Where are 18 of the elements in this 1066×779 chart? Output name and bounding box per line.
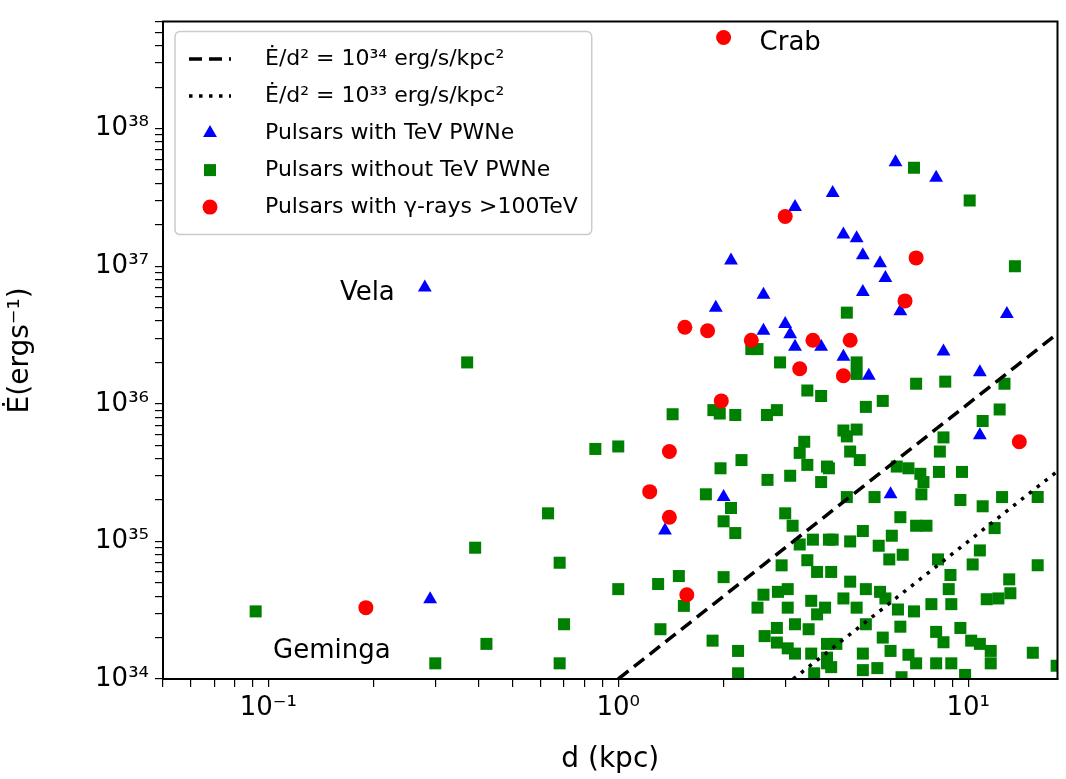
annotation: Crab	[759, 26, 821, 57]
legend-label: Ė/d² = 10³⁴ erg/s/kpc²	[265, 44, 505, 70]
legend-label: Pulsars without TeV PWNe	[265, 155, 551, 181]
x-tick-label: 10⁰	[596, 691, 641, 722]
annotation: Vela	[339, 276, 395, 307]
y-tick-label: 10³⁴	[95, 661, 149, 692]
x-axis-title: d (kpc)	[561, 741, 660, 775]
x-tick-label: 10⁻¹	[239, 691, 297, 722]
annotation: Geminga	[273, 634, 391, 665]
y-axis-title: Ė(ergs⁻¹)	[2, 287, 36, 414]
y-tick-label: 10³⁸	[95, 111, 149, 142]
y-tick-label: 10³⁶	[95, 386, 149, 417]
legend-label: Pulsars with TeV PWNe	[265, 118, 515, 144]
y-tick-label: 10³⁵	[95, 524, 149, 555]
y-tick-label: 10³⁷	[95, 249, 149, 279]
x-tick-label: 10¹	[946, 691, 990, 722]
legend-label: Ė/d² = 10³³ erg/s/kpc²	[265, 81, 505, 107]
legend-label: Pulsars with γ-rays >100TeV	[265, 192, 578, 218]
